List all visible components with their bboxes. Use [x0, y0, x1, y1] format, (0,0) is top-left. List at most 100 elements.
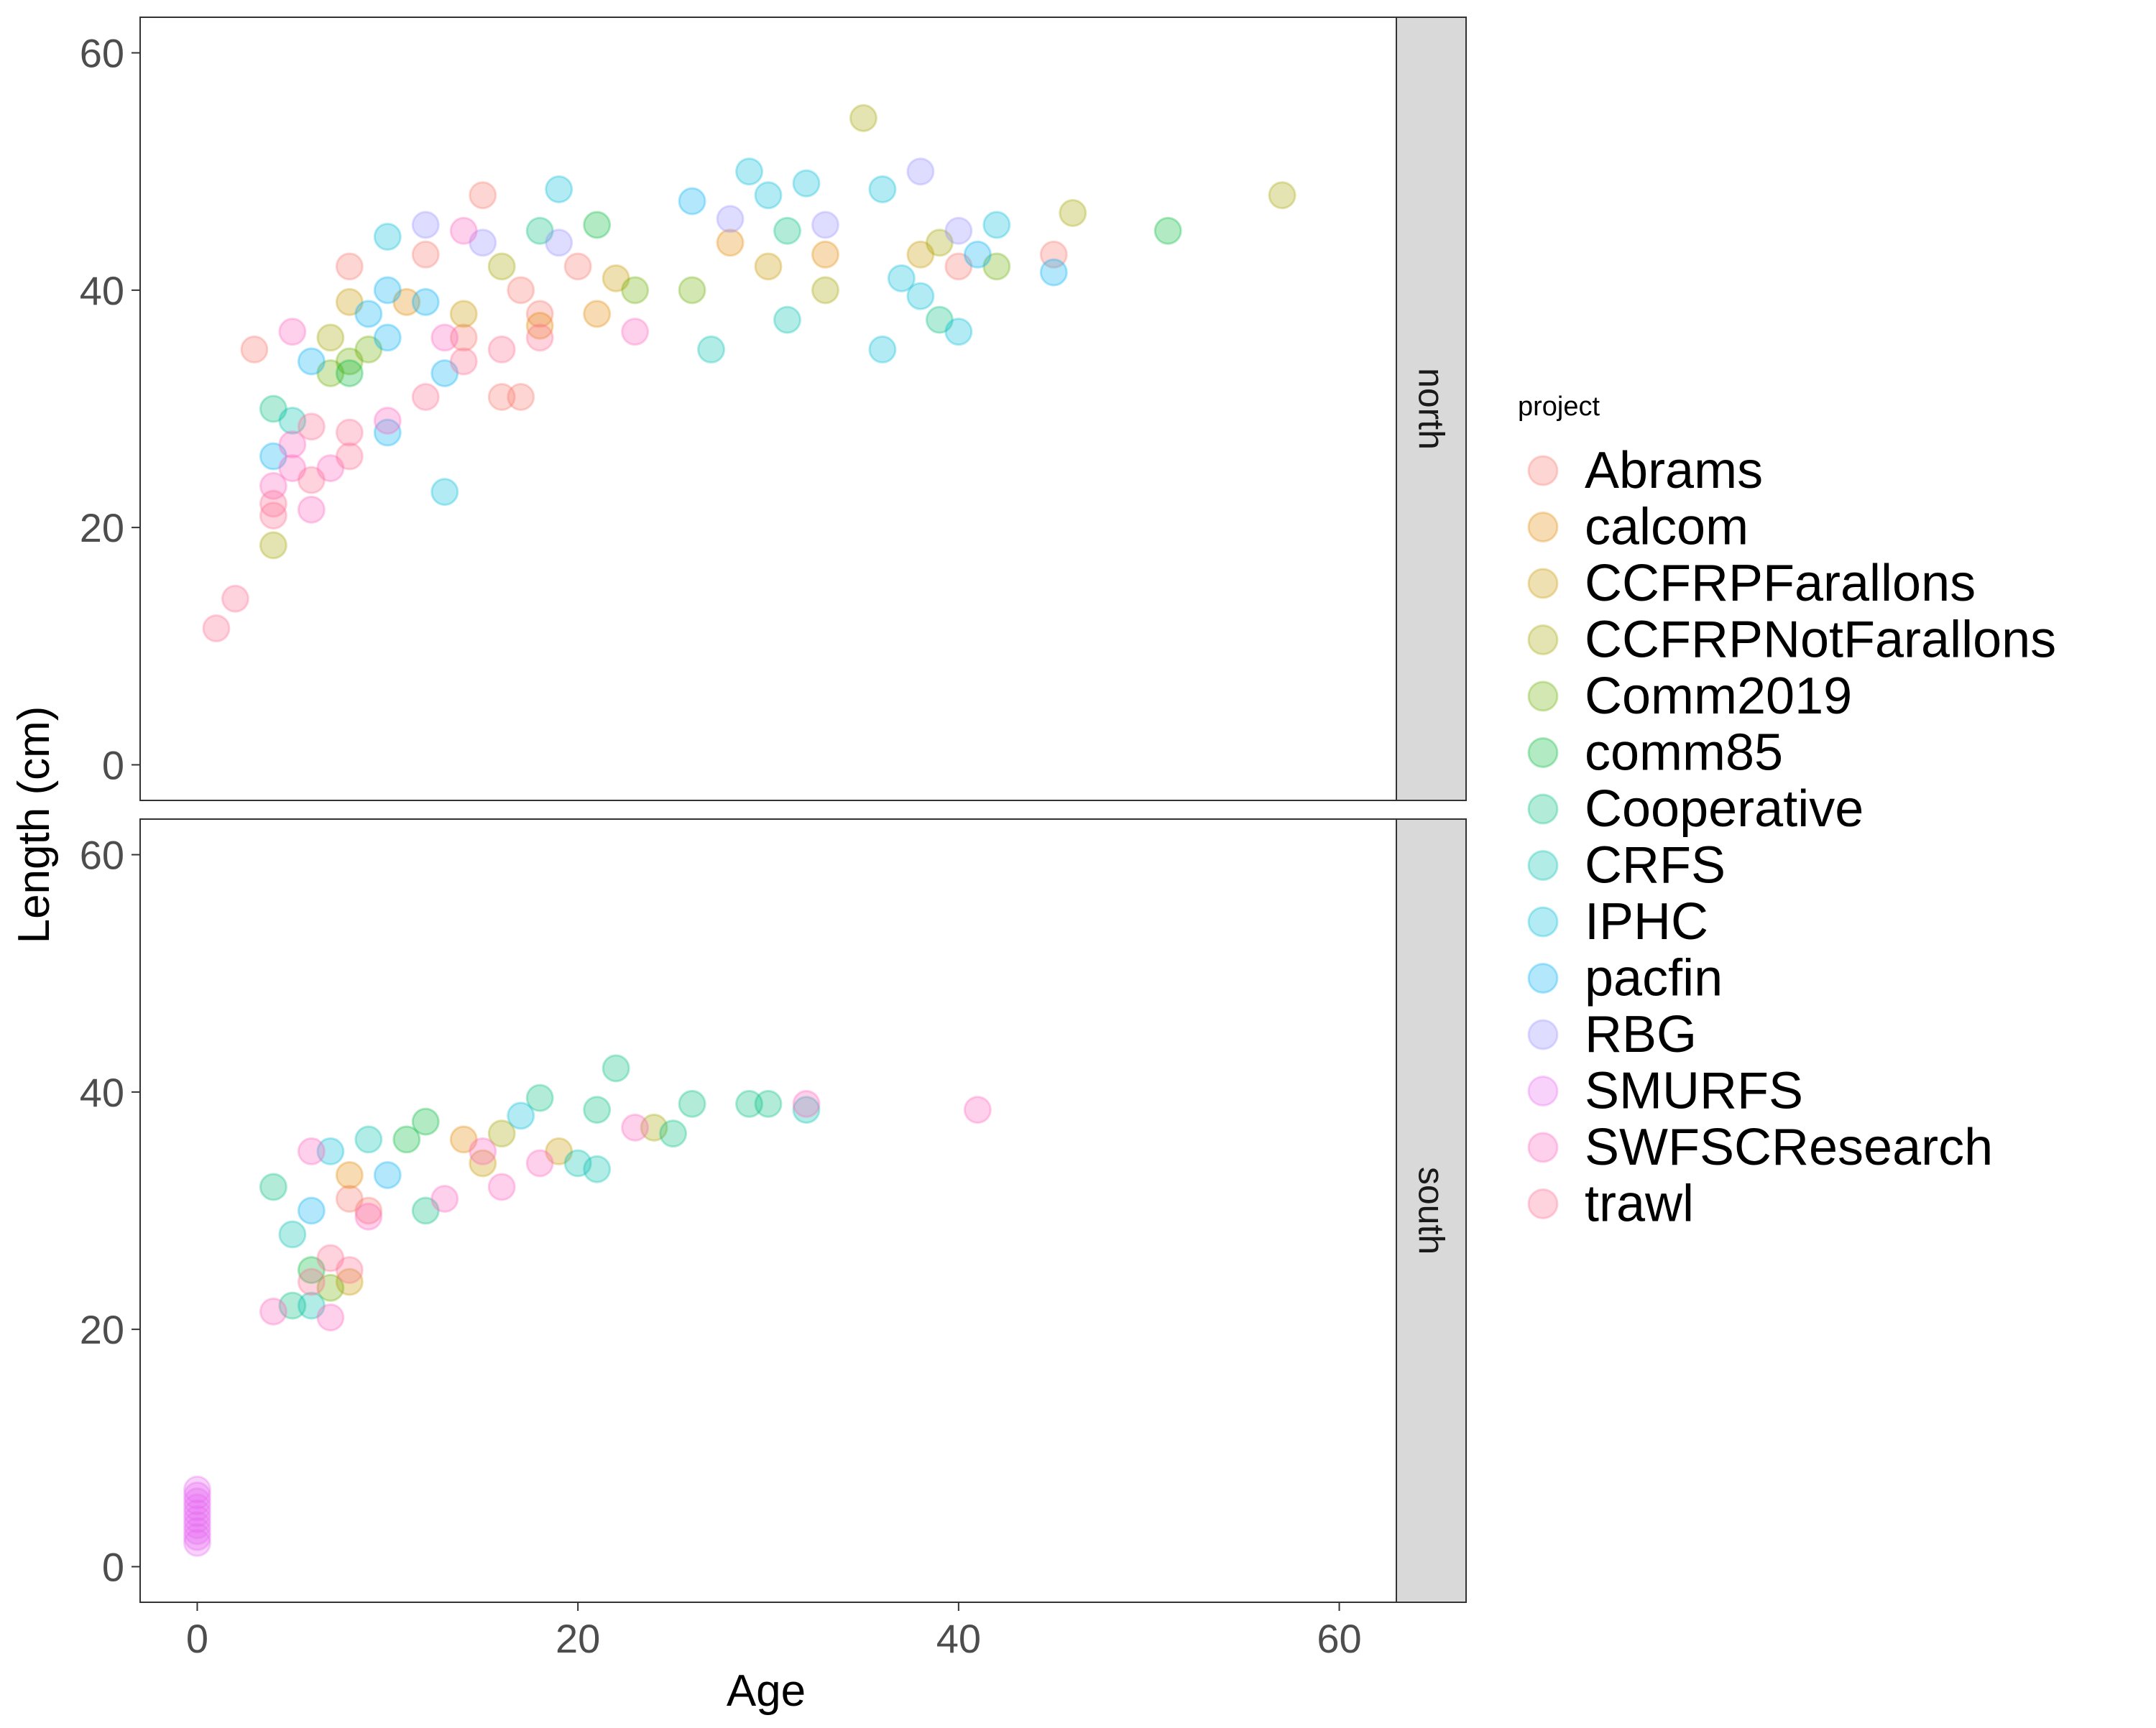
data-point-SWFSCResearch-5 — [316, 454, 345, 483]
data-point-pacfin-6 — [373, 323, 402, 352]
data-point-CRFS-1 — [773, 305, 801, 334]
data-point-SMURFS-9 — [183, 1528, 211, 1557]
y-tick-label-north-40: 40 — [80, 268, 124, 313]
data-point-CCFRPFarallons-6 — [469, 1149, 497, 1178]
data-point-Cooperative-13 — [278, 1291, 307, 1320]
data-point-comm85-1 — [583, 211, 612, 239]
data-point-trawl-2 — [259, 502, 287, 530]
data-point-Cooperative-5 — [525, 1084, 554, 1112]
panel-south — [139, 818, 1397, 1603]
legend-label-Cooperative: Cooperative — [1585, 780, 1864, 838]
data-point-IPHC-8 — [868, 335, 897, 364]
data-point-trawl-13 — [316, 1244, 345, 1272]
data-point-CRFS-7 — [583, 1155, 612, 1183]
data-point-SMURFS-3 — [183, 1505, 211, 1533]
data-point-Abrams-13 — [354, 1196, 383, 1225]
data-point-pacfin-8 — [297, 347, 326, 376]
data-point-Comm2019-0 — [316, 359, 345, 387]
data-point-trawl-7 — [335, 442, 364, 471]
data-point-SWFSCResearch-13 — [259, 1297, 287, 1326]
data-point-SWFSCResearch-18 — [525, 1149, 554, 1178]
data-point-calcom-1 — [525, 311, 554, 340]
data-point-Comm2019-6 — [316, 1273, 345, 1302]
panels-layer — [139, 17, 1397, 1603]
data-point-SWFSCResearch-16 — [354, 1202, 383, 1231]
data-point-CRFS-8 — [297, 1291, 326, 1320]
data-point-SMURFS-4 — [183, 1499, 211, 1528]
legend-key-trawl — [1527, 1188, 1559, 1219]
x-tick-label-20: 20 — [556, 1616, 600, 1661]
data-point-CCFRPNotFarallons-8 — [487, 1119, 516, 1148]
data-point-calcom-4 — [811, 240, 839, 269]
data-point-IPHC-9 — [430, 478, 459, 507]
facet-label-north: north — [1411, 368, 1452, 450]
data-point-SMURFS-5 — [183, 1493, 211, 1522]
data-point-SWFSCResearch-8 — [373, 407, 402, 435]
data-point-calcom-5 — [335, 1160, 364, 1189]
data-point-Abrams-3 — [469, 181, 497, 210]
legend-label-CRFS: CRFS — [1585, 837, 1726, 895]
data-point-SWFSCResearch-14 — [316, 1303, 345, 1332]
data-point-SWFSCResearch-12 — [621, 1113, 650, 1142]
facet-strip-north — [1396, 17, 1467, 801]
data-point-trawl-3 — [259, 489, 287, 518]
data-point-pacfin-7 — [354, 300, 383, 328]
data-point-Abrams-12 — [335, 1184, 364, 1213]
data-point-Cooperative-8 — [735, 1089, 764, 1118]
legend-label-Abrams: Abrams — [1585, 442, 1763, 499]
data-point-trawl-10 — [487, 335, 516, 364]
legend-label-SMURFS: SMURFS — [1585, 1063, 1803, 1120]
data-point-Abrams-10 — [944, 252, 973, 281]
data-point-SWFSCResearch-17 — [487, 1173, 516, 1201]
data-point-comm85-4 — [411, 1107, 440, 1136]
data-point-trawl-12 — [335, 1256, 364, 1285]
data-point-calcom-6 — [449, 1125, 478, 1154]
data-point-RBG-4 — [545, 228, 573, 257]
data-point-calcom-2 — [583, 300, 612, 328]
data-point-IPHC-12 — [316, 1137, 345, 1165]
data-point-Abrams-7 — [449, 323, 478, 352]
legend-key-calcom — [1527, 512, 1559, 542]
data-point-RBG-5 — [716, 205, 745, 234]
data-point-pacfin-12 — [297, 1196, 326, 1225]
data-point-CRFS-3 — [278, 1220, 307, 1249]
data-point-pacfin-4 — [1039, 258, 1068, 287]
data-point-SWFSCResearch-15 — [297, 1137, 326, 1165]
legend-label-CCFRPFarallons: CCFRPFarallons — [1585, 555, 1976, 612]
data-point-IPHC-4 — [868, 175, 897, 203]
data-point-IPHC-10 — [982, 211, 1011, 239]
data-point-IPHC-5 — [887, 264, 916, 292]
legend-key-CCFRPFarallons — [1527, 568, 1559, 599]
data-point-comm85-2 — [1153, 216, 1182, 245]
legend: project AbramscalcomCCFRPFarallonsCCFRPN… — [1518, 392, 2056, 1233]
data-point-Abrams-4 — [507, 276, 535, 305]
data-point-trawl-9 — [449, 347, 478, 376]
data-point-trawl-11 — [525, 323, 554, 352]
y-tick-label-south-40: 40 — [80, 1070, 124, 1115]
data-point-pacfin-11 — [373, 1160, 402, 1189]
legend-key-IPHC — [1527, 906, 1559, 938]
y-tick-label-north-20: 20 — [80, 505, 124, 550]
legend-key-SMURFS — [1527, 1076, 1559, 1106]
x-tick-label-0: 0 — [186, 1616, 208, 1661]
data-point-SWFSCResearch-3 — [297, 495, 326, 524]
data-point-Abrams-2 — [411, 240, 440, 269]
data-point-SWFSCResearch-9 — [430, 323, 459, 352]
data-point-CCFRPFarallons-0 — [335, 287, 364, 316]
legend-label-calcom: calcom — [1585, 499, 1749, 556]
data-point-Cooperative-7 — [678, 1089, 706, 1118]
legend-title: project — [1518, 392, 1600, 422]
data-point-Cooperative-1 — [525, 216, 554, 245]
data-point-Comm2019-5 — [982, 252, 1011, 281]
legend-key-pacfin — [1527, 963, 1559, 994]
legend-key-CRFS — [1527, 850, 1559, 881]
data-point-CCFRPNotFarallons-7 — [487, 252, 516, 281]
data-point-SWFSCResearch-7 — [621, 318, 650, 346]
legend-key-comm85 — [1527, 737, 1559, 768]
data-point-SMURFS-0 — [183, 1523, 211, 1551]
data-point-Abrams-8 — [563, 252, 592, 281]
data-point-Cooperative-4 — [259, 1173, 287, 1201]
data-point-trawl-4 — [297, 466, 326, 494]
data-point-pacfin-10 — [373, 418, 402, 447]
